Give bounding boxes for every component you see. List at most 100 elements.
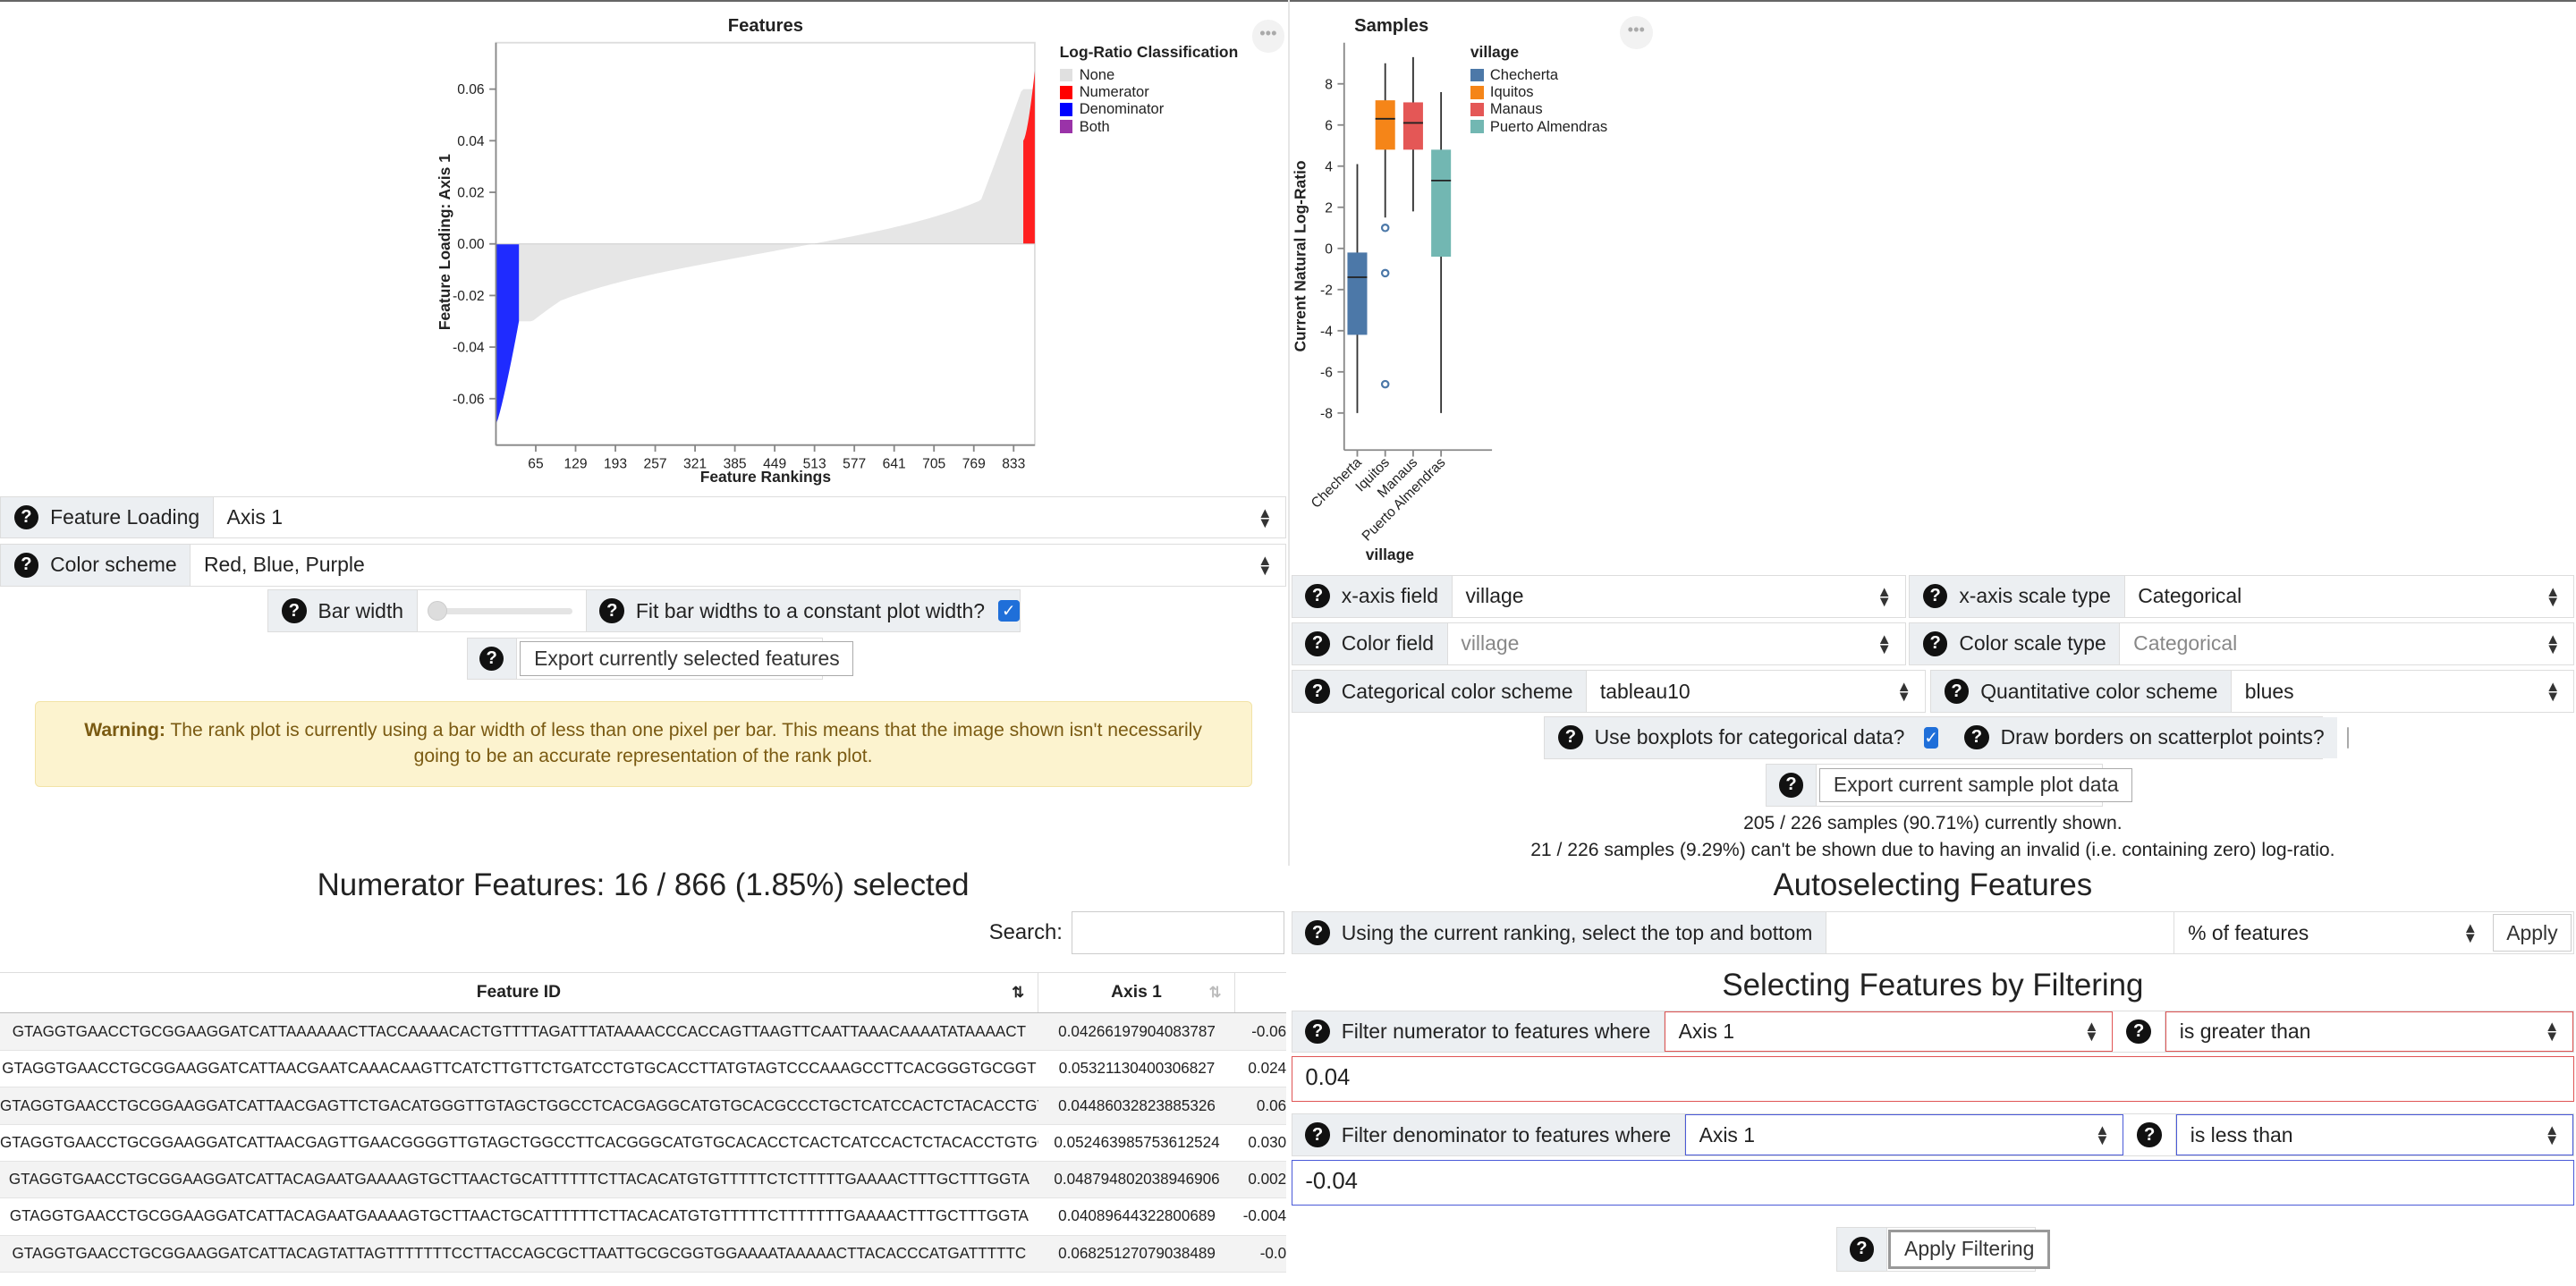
table-row[interactable]: GTAGGTGAACCTGCGGAAGGATCATTAACGAATCAAACAA…: [0, 1051, 1286, 1087]
warning-text: The rank plot is currently using a bar w…: [170, 720, 1202, 766]
features-chart-menu-icon[interactable]: •••: [1252, 20, 1285, 53]
denominator-field-select[interactable]: Axis 1 ▲ ▼: [1685, 1114, 2123, 1155]
autoselect-apply-button[interactable]: Apply: [2493, 914, 2572, 952]
warning-label: Warning:: [84, 720, 165, 740]
select-arrows-icon: ▲ ▼: [2546, 587, 2560, 606]
samples-chart-menu-icon[interactable]: •••: [1620, 16, 1653, 49]
search-label: Search:: [989, 920, 1063, 945]
help-icon[interactable]: ?: [1305, 584, 1330, 609]
table-row[interactable]: GTAGGTGAACCTGCGGAAGGATCATTACAGAATGAAAAGT…: [0, 1198, 1286, 1235]
select-arrows-icon: ▲ ▼: [1258, 508, 1272, 528]
help-icon[interactable]: ?: [1305, 679, 1330, 704]
help-icon[interactable]: ?: [2126, 1019, 2151, 1045]
search-input[interactable]: [1072, 911, 1285, 954]
y-tick-label: -8: [1320, 406, 1333, 421]
help-icon[interactable]: ?: [1779, 773, 1804, 798]
y-tick-label: -4: [1320, 324, 1333, 339]
slider-handle[interactable]: [428, 601, 447, 621]
legend-label: Iquitos: [1490, 83, 1534, 101]
x-axis-scale-select[interactable]: Categorical ▲ ▼: [2125, 576, 2574, 617]
box-puerto-almendras: [1431, 149, 1451, 257]
help-icon[interactable]: ?: [1850, 1237, 1875, 1262]
autoselect-value-input[interactable]: [1826, 912, 2174, 953]
legend-swatch: [1470, 69, 1484, 82]
select-arrows-icon: ▲ ▼: [1897, 681, 1911, 701]
x-axis-scale-control: ? x-axis scale type Categorical ▲ ▼: [1909, 575, 2574, 618]
feature-id-cell: GTAGGTGAACCTGCGGAAGGATCATTACAGAATGAAAAGT…: [0, 1161, 1038, 1197]
legend-label: None: [1080, 66, 1114, 84]
select-arrows-icon: ▲ ▼: [1877, 587, 1892, 606]
select-arrows-icon: ▲ ▼: [2084, 1021, 2098, 1041]
legend-item: Both: [1060, 118, 1239, 135]
samples-invalid-text: 21 / 226 samples (9.29%) can't be shown …: [1292, 840, 2574, 861]
color-scheme-select[interactable]: Red, Blue, Purple ▲ ▼: [191, 545, 1285, 586]
export-sample-control: ? Export current sample plot data: [1766, 764, 2103, 807]
color-scheme-control: ? Color scheme Red, Blue, Purple ▲ ▼: [0, 544, 1286, 587]
help-icon[interactable]: ?: [1964, 725, 1989, 750]
sort-icon: ⇅: [1012, 984, 1024, 1002]
legend-label: Denominator: [1080, 100, 1165, 118]
y-tick-label: -2: [1320, 283, 1333, 298]
table-row[interactable]: GTAGGTGAACCTGCGGAAGGATCATTAACGAGTTGAACGG…: [0, 1124, 1286, 1161]
table-row[interactable]: GTAGGTGAACCTGCGGAAGGATCATTAACGAGTTCTGACA…: [0, 1087, 1286, 1124]
color-scale-select: Categorical ▲ ▼: [2120, 623, 2573, 664]
apply-filtering-control: ? Apply Filtering: [1836, 1227, 2035, 1272]
help-icon[interactable]: ?: [1923, 631, 1948, 656]
denominator-value-input[interactable]: -0.04: [1292, 1160, 2574, 1206]
table-row[interactable]: GTAGGTGAACCTGCGGAAGGATCATTACAGTATTAGTTTT…: [0, 1235, 1286, 1272]
fit-bar-widths-checkbox[interactable]: ✓: [998, 600, 1020, 622]
select-arrows-icon: ▲ ▼: [2546, 681, 2560, 701]
help-icon[interactable]: ?: [599, 598, 624, 623]
numerator-value-input[interactable]: 0.04: [1292, 1056, 2574, 1102]
help-icon[interactable]: ?: [14, 505, 39, 530]
fit-bar-widths-label: Fit bar widths to a constant plot width?: [636, 599, 985, 623]
help-icon[interactable]: ?: [1305, 631, 1330, 656]
help-icon[interactable]: ?: [1923, 584, 1948, 609]
axis-value-cell: 0.04089644322800689: [1038, 1198, 1235, 1235]
feature-id-cell: GTAGGTGAACCTGCGGAAGGATCATTACAGTATTAGTTTT…: [0, 1235, 1038, 1272]
bar-width-slider[interactable]: [418, 590, 587, 631]
help-icon[interactable]: ?: [2137, 1122, 2162, 1147]
help-icon[interactable]: ?: [1305, 1019, 1330, 1045]
export-features-button[interactable]: Export currently selected features: [520, 641, 853, 675]
apply-filtering-button[interactable]: Apply Filtering: [1888, 1230, 2050, 1269]
autoselect-control: ? Using the current ranking, select the t…: [1292, 911, 2574, 954]
boxplot-checkbox[interactable]: ✓: [1924, 727, 1937, 749]
numerator-field-select[interactable]: Axis 1 ▲ ▼: [1665, 1011, 2113, 1053]
numerator-operator-select[interactable]: is greater than ▲ ▼: [2165, 1011, 2573, 1053]
select-arrows-icon: ▲ ▼: [1877, 634, 1892, 654]
col-feature-id[interactable]: Feature ID ⇅: [0, 973, 1038, 1012]
col-axis-1[interactable]: Axis 1 ⇅: [1038, 973, 1235, 1012]
denominator-operator-select[interactable]: is less than ▲ ▼: [2176, 1114, 2573, 1155]
legend-item: Manaus: [1470, 101, 1607, 118]
legend-item: Puerto Almendras: [1470, 118, 1607, 135]
help-icon[interactable]: ?: [1305, 1122, 1330, 1147]
x-axis-field-select[interactable]: village ▲ ▼: [1453, 576, 1905, 617]
select-arrows-icon: ▲ ▼: [2546, 634, 2560, 654]
table-row[interactable]: GTAGGTGAACCTGCGGAAGGATCATTAAAAAACTTACCAA…: [0, 1013, 1286, 1050]
color-field-select: village ▲ ▼: [1448, 623, 1905, 664]
export-sample-button[interactable]: Export current sample plot data: [1819, 768, 2132, 802]
extra-value-cell: 0.002: [1235, 1161, 1286, 1197]
help-icon[interactable]: ?: [282, 598, 307, 623]
quantitative-color-select[interactable]: blues ▲ ▼: [2232, 671, 2573, 712]
box-manaus: [1403, 102, 1423, 149]
table-row[interactable]: GTAGGTGAACCTGCGGAAGGATCATTACAGAATGAAAAGT…: [0, 1161, 1286, 1197]
help-icon[interactable]: ?: [1305, 920, 1330, 945]
extra-value-cell: 0.06: [1235, 1087, 1286, 1124]
axis-value-cell: 0.05321130400306827: [1038, 1051, 1235, 1087]
help-icon[interactable]: ?: [1945, 679, 1970, 704]
feature-loading-select[interactable]: Axis 1 ▲ ▼: [214, 497, 1285, 538]
y-tick-label: 4: [1325, 159, 1333, 174]
help-icon[interactable]: ?: [479, 647, 504, 672]
legend-swatch: [1470, 103, 1484, 116]
autoselect-unit-select[interactable]: % of features ▲ ▼: [2174, 912, 2490, 953]
help-icon[interactable]: ?: [1558, 725, 1583, 750]
categorical-color-select[interactable]: tableau10 ▲ ▼: [1587, 671, 1924, 712]
borders-checkbox[interactable]: [2347, 727, 2349, 749]
help-icon[interactable]: ?: [14, 553, 39, 578]
legend-swatch: [1060, 103, 1073, 116]
axis-value-cell: 0.052463985753612524: [1038, 1124, 1235, 1161]
feature-id-cell: GTAGGTGAACCTGCGGAAGGATCATTAACGAGTTCTGACA…: [0, 1087, 1038, 1124]
y-tick-label: 0: [1325, 241, 1333, 257]
